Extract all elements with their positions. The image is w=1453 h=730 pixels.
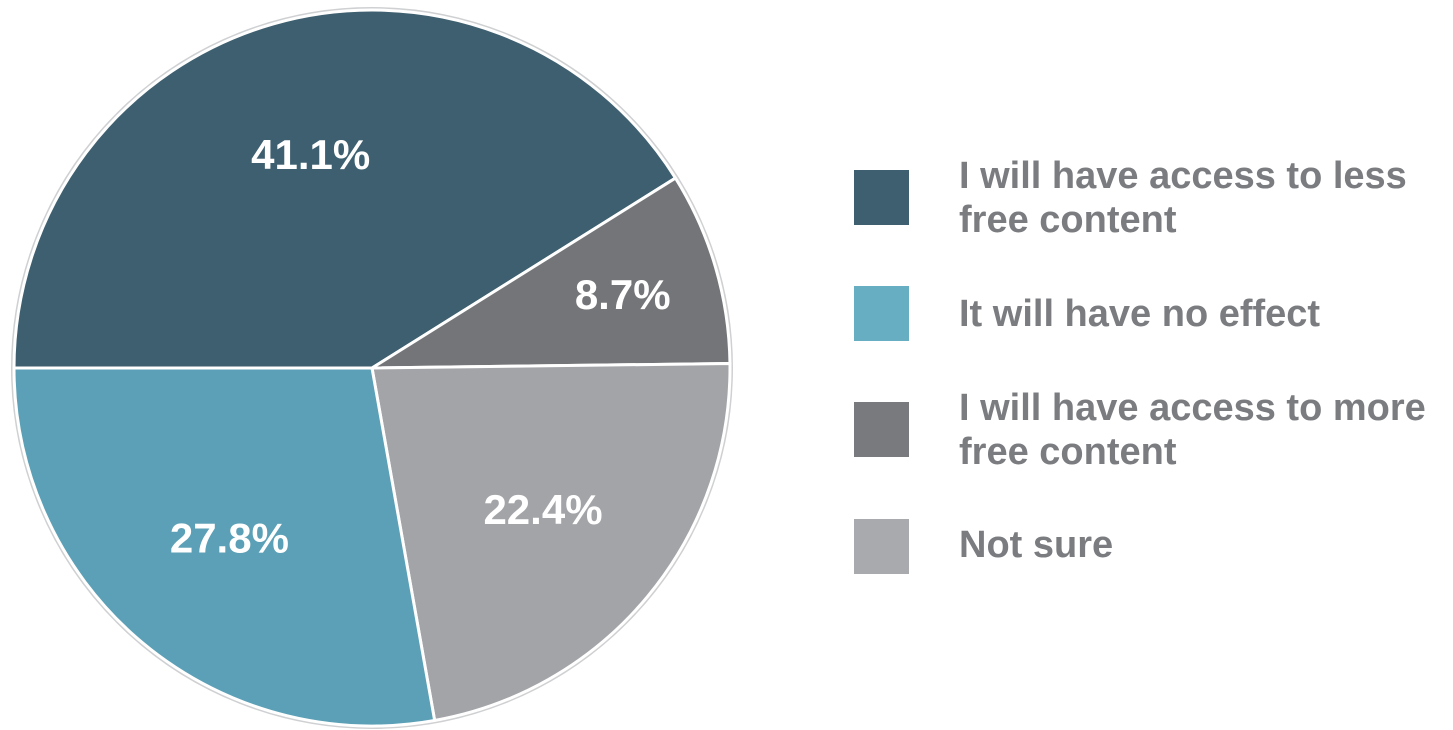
legend-swatch [854, 170, 909, 225]
slice-value-label: 41.1% [251, 131, 370, 178]
slice-value-label: 22.4% [483, 486, 602, 533]
slice-value-label: 27.8% [170, 515, 289, 562]
legend-item: It will have no effect [854, 286, 1453, 386]
legend-swatch [854, 402, 909, 457]
pie-chart-svg: 41.1% 8.7% 22.4% 27.8% [11, 7, 733, 729]
pie-slice [12, 366, 437, 728]
legend-label: Not sure [959, 524, 1114, 566]
legend-swatch [854, 519, 909, 574]
legend-label: I will have access to more free content [959, 387, 1426, 473]
legend-item: I will have access to more free content [854, 387, 1453, 502]
pie-slice [12, 8, 677, 370]
legend-item: Not sure [854, 519, 1453, 619]
slice-value-label: 8.7% [575, 271, 671, 318]
legend-label: It will have no effect [959, 293, 1321, 335]
legend-label: I will have access to less free content [959, 155, 1407, 241]
legend-swatch [854, 286, 909, 341]
pie-slice [370, 176, 732, 370]
legend-item: I will have access to less free content [854, 150, 1453, 250]
pie-slice [370, 362, 732, 722]
